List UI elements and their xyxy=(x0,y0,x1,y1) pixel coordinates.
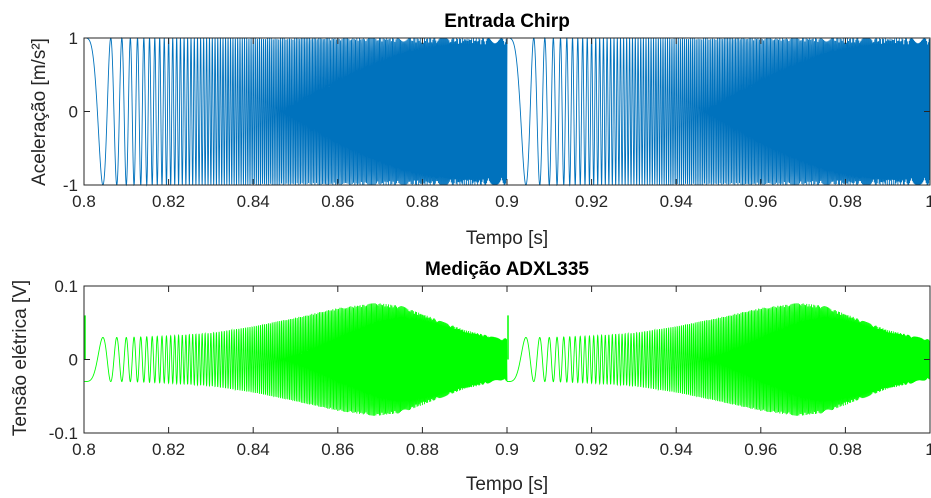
x-tick-label: 0.82 xyxy=(152,440,185,459)
x-tick-label: 0.94 xyxy=(660,192,693,211)
chart-title-adxl335: Medição ADXL335 xyxy=(425,259,589,280)
y-tick-label: 0.1 xyxy=(54,277,78,296)
subplot-chirp-input: Entrada Chirp 0.8 0.82 0.84 0.86 0.88 0.9 0.92… xyxy=(29,11,931,249)
y-tick-labels-chirp: -1 0 1 xyxy=(63,29,930,195)
y-tick-label: -1 xyxy=(63,176,78,195)
x-tick-label: 0.88 xyxy=(406,440,439,459)
y-tick-label: 0 xyxy=(69,351,78,370)
x-tick-label: 0.94 xyxy=(660,440,693,459)
x-tick-label: 0.86 xyxy=(321,192,354,211)
y-axis-label-chirp: Aceleração [m/s²] xyxy=(29,38,50,186)
x-tick-label: 0.82 xyxy=(152,192,185,211)
chart-title-chirp: Entrada Chirp xyxy=(444,11,570,32)
x-tick-label: 0.98 xyxy=(829,440,862,459)
adxl335-signal-trace xyxy=(84,303,931,416)
x-tick-label: 0.96 xyxy=(744,440,777,459)
x-axis-label-adxl335: Tempo [s] xyxy=(466,474,548,495)
y-tick-label: 0 xyxy=(69,103,78,122)
x-tick-label: 0.86 xyxy=(321,440,354,459)
x-tick-label: 1 xyxy=(925,440,931,459)
y-tick-labels-adxl335: -0.1 0 0.1 xyxy=(49,277,930,443)
x-axis-label-chirp: Tempo [s] xyxy=(466,228,548,249)
x-tick-label: 0.9 xyxy=(495,192,519,211)
x-tick-label: 0.84 xyxy=(237,440,270,459)
subplot-adxl335-measurement: Medição ADXL335 0.8 0.82 0.84 0.86 0.88 0.9 0.… xyxy=(10,259,931,495)
x-tick-label: 0.8 xyxy=(72,440,96,459)
series-line-adxl335 xyxy=(84,303,931,416)
x-tick-label: 0.88 xyxy=(406,192,439,211)
x-tick-label: 0.96 xyxy=(744,192,777,211)
y-tick-label: -0.1 xyxy=(49,424,78,443)
x-tick-label: 0.92 xyxy=(575,192,608,211)
x-tick-label: 0.98 xyxy=(829,192,862,211)
x-tick-label: 0.8 xyxy=(72,192,96,211)
x-tick-label: 1 xyxy=(925,192,931,211)
x-tick-labels-adxl335: 0.8 0.82 0.84 0.86 0.88 0.9 0.92 0.94 0.96 0.98 1 xyxy=(72,286,931,459)
x-tick-label: 0.9 xyxy=(495,440,519,459)
y-tick-label: 1 xyxy=(69,29,78,48)
x-tick-label: 0.84 xyxy=(237,192,270,211)
x-tick-labels-chirp: 0.8 0.82 0.84 0.86 0.88 0.9 0.92 0.94 0.96 0.98 1 xyxy=(72,38,931,211)
x-tick-label: 0.92 xyxy=(575,440,608,459)
y-axis-label-adxl335: Tensão elétrica [V] xyxy=(10,280,31,436)
